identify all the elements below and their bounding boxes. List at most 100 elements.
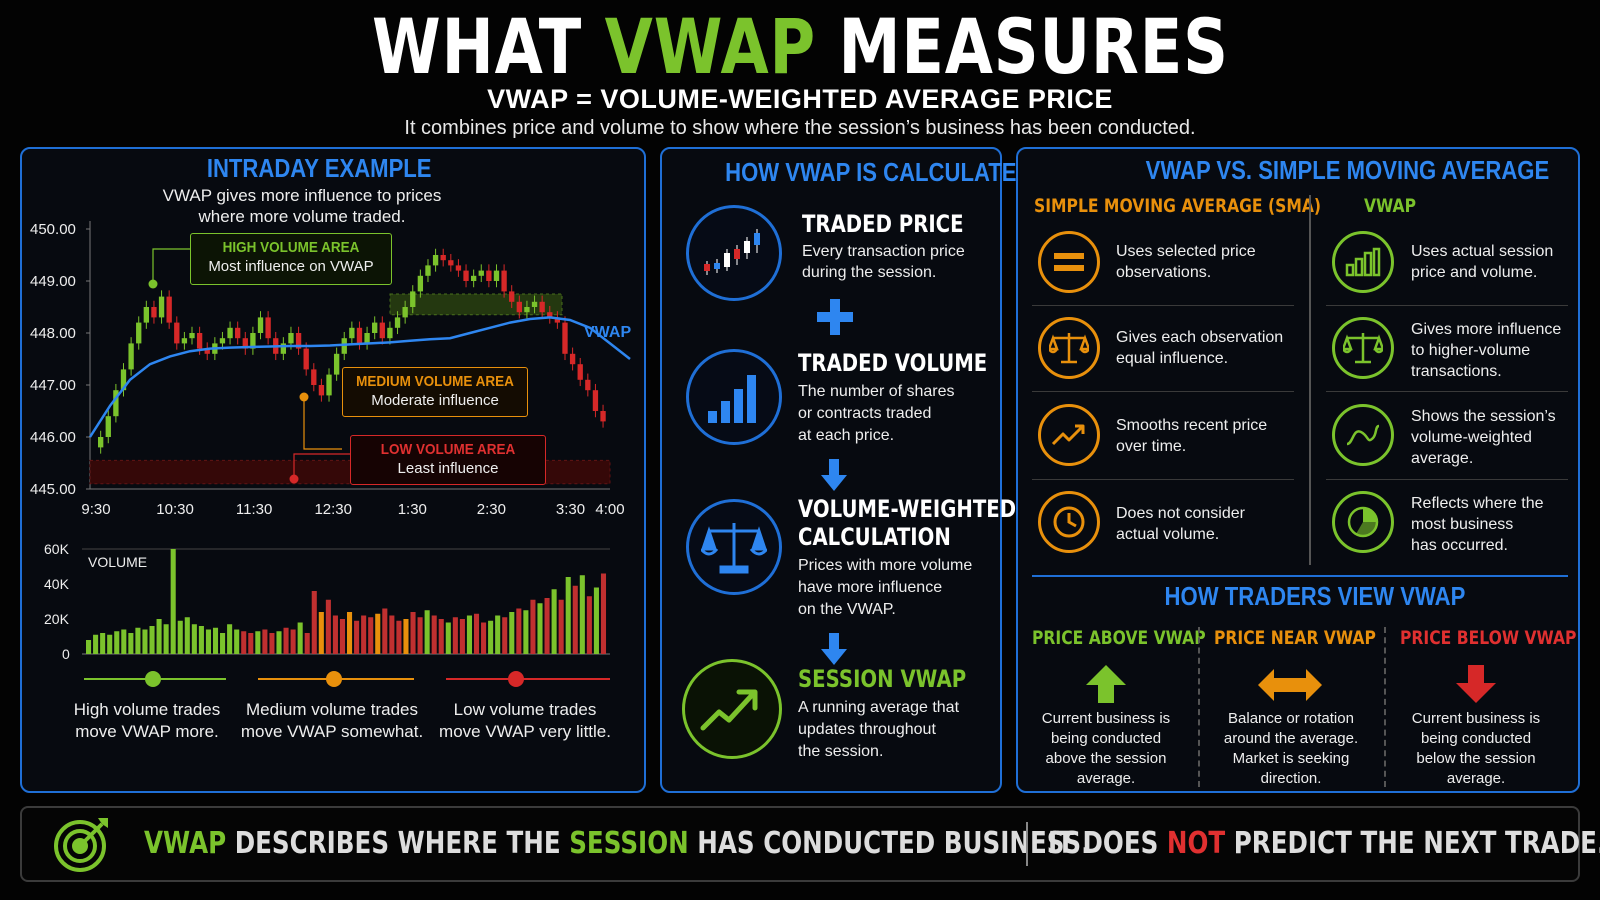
vwap-row2-line1: Gives more influence — [1411, 321, 1562, 338]
legend-dot — [326, 671, 342, 687]
candle-body — [501, 270, 507, 292]
volume-bar — [184, 617, 190, 654]
x-tick-label: 1:30 — [398, 501, 427, 518]
medium-volume-leader — [303, 397, 342, 450]
candle-body — [455, 265, 462, 271]
medium-volume-title: MEDIUM VOLUME AREA — [356, 373, 514, 390]
candle-body — [547, 312, 553, 318]
volume-bar — [234, 629, 240, 654]
candle-body — [562, 322, 568, 354]
candle-body — [326, 374, 332, 396]
volume-bar — [107, 634, 113, 654]
candle-body — [105, 416, 111, 437]
step-session-line2: updates throughout — [798, 721, 936, 738]
candle-body — [364, 333, 370, 344]
step-weighted-line2: have more influence — [798, 579, 943, 596]
title-part: MEASURES — [815, 2, 1229, 91]
volume-bar — [191, 624, 197, 654]
candle-body — [257, 317, 264, 333]
volume-bar — [516, 608, 522, 654]
candle-body — [158, 296, 165, 318]
y-tick-label: 450.00 — [30, 221, 76, 238]
y-tick-label: 448.00 — [30, 325, 76, 342]
footer-text-1: VWAP DESCRIBES WHERE THE SESSION HAS CON… — [144, 826, 1090, 861]
volume-bar — [149, 626, 155, 654]
traders-divider — [1032, 575, 1568, 577]
x-tick-label: 4:00 — [595, 501, 624, 518]
candle-body — [539, 301, 545, 313]
below-line2: being conducted — [1420, 730, 1532, 747]
volume-bar — [368, 617, 374, 654]
step-weighted-line3: on the VWAP. — [798, 601, 896, 618]
vwap-row1-line2: price and volume. — [1411, 264, 1538, 281]
volume-bar — [332, 615, 338, 654]
candle-body — [493, 270, 500, 281]
candle-body — [478, 270, 484, 276]
volume-bar — [262, 629, 268, 654]
tagline: It combines price and volume to show whe… — [404, 117, 1196, 139]
step-session-title: SESSION VWAP — [798, 665, 967, 693]
step-volume-line1: The number of shares — [798, 383, 955, 400]
low-volume-box: LOW VOLUME AREA Least influence — [350, 435, 546, 485]
candle-body — [531, 301, 538, 307]
candle-body — [235, 327, 241, 339]
candle-body — [288, 333, 294, 344]
legend-high: High volume trades move VWAP more. — [62, 699, 232, 743]
volume-bar — [100, 633, 106, 654]
candle-body — [402, 307, 408, 318]
volume-bar — [269, 633, 275, 654]
vwap-line-label: VWAP — [584, 324, 632, 341]
candle-body — [569, 353, 576, 365]
title-part: WHAT — [371, 2, 605, 91]
sma-heading: SIMPLE MOVING AVERAGE (SMA) — [1034, 195, 1322, 217]
volume-bar — [325, 599, 331, 654]
candle-body — [196, 333, 203, 349]
vwap-row4-line2: most business — [1411, 516, 1514, 533]
intraday-title: INTRADAY EXAMPLE — [206, 153, 432, 183]
candle-body — [394, 317, 401, 328]
sma-row1-line2: observations. — [1116, 264, 1212, 281]
candle-body — [356, 327, 363, 344]
volume-bar — [481, 622, 487, 654]
candle-body — [128, 343, 134, 370]
volume-bar — [297, 622, 303, 654]
step-price-line2: during the session. — [802, 264, 937, 281]
candle-body — [143, 307, 149, 323]
legend-medium-line1: Medium volume trades — [246, 700, 418, 719]
footer-part: DESCRIBES WHERE THE — [226, 826, 570, 861]
near-line4: direction. — [1260, 770, 1322, 787]
page-title: WHAT VWAP MEASURES — [0, 2, 1600, 91]
volume-bar — [473, 613, 480, 654]
volume-bar — [114, 631, 120, 654]
legend-low: Low volume trades move VWAP very little. — [430, 699, 620, 743]
sma-row2-line2: equal influence. — [1116, 350, 1229, 367]
volume-bar — [290, 629, 296, 654]
volume-bar — [466, 615, 472, 654]
volume-bar — [220, 633, 226, 654]
volume-tick-label: 40K — [44, 576, 70, 592]
plus-icon — [817, 299, 853, 335]
row-divider — [1032, 391, 1294, 392]
candle-body — [189, 333, 195, 339]
volume-bar — [417, 617, 423, 654]
high-volume-title: HIGH VOLUME AREA — [222, 239, 360, 256]
candle-body — [463, 270, 469, 281]
volume-bar — [459, 619, 465, 654]
volume-bar — [586, 596, 592, 654]
volume-bar — [396, 620, 402, 654]
volume-bar — [382, 608, 388, 654]
row-divider — [1326, 391, 1568, 392]
candle-body — [372, 322, 378, 333]
low-volume-leader — [293, 453, 350, 479]
legend-high-line1: High volume trades — [73, 700, 221, 719]
volume-bar — [93, 634, 99, 654]
step-volume-title: TRADED VOLUME — [798, 349, 988, 377]
wave-icon — [1332, 404, 1394, 466]
above-line1: Current business is — [1041, 710, 1171, 727]
volume-bar — [488, 620, 494, 654]
volume-bar — [318, 612, 324, 654]
volume-bar — [551, 589, 557, 654]
candle-body — [425, 265, 431, 276]
volume-bar — [565, 577, 571, 654]
title-accent: VWAP — [604, 2, 816, 91]
